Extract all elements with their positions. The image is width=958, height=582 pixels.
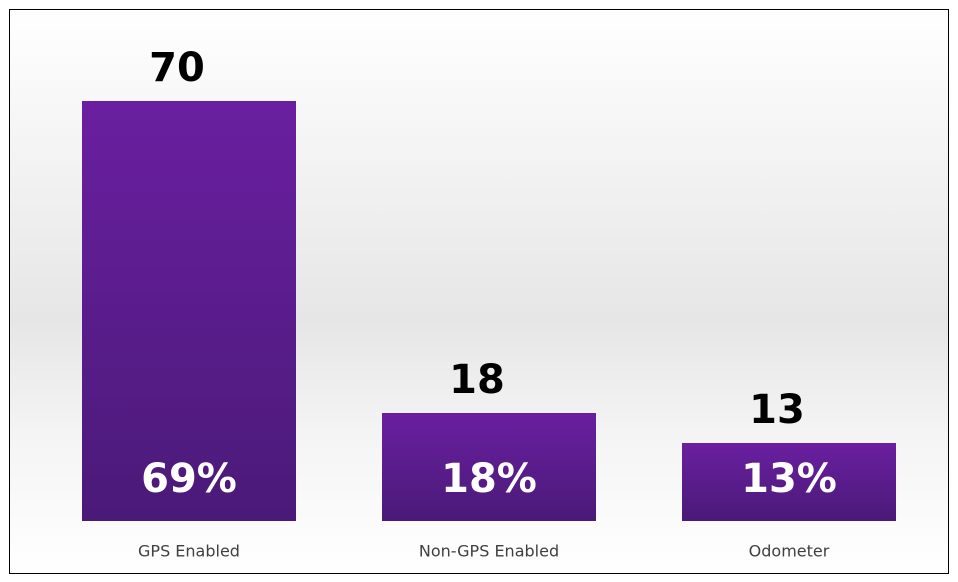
bar — [682, 443, 896, 521]
share-label: 13% — [741, 456, 837, 502]
x-tick-label: Non-GPS Enabled — [419, 542, 559, 561]
value-label: 13 — [749, 387, 805, 433]
share-label: 69% — [141, 456, 237, 502]
share-label: 18% — [441, 456, 537, 502]
x-tick-label: GPS Enabled — [138, 542, 240, 561]
value-label: 18 — [449, 357, 505, 403]
bar — [82, 101, 296, 521]
x-tick-label: Odometer — [749, 542, 830, 561]
bar — [382, 413, 596, 521]
value-label: 70 — [149, 45, 205, 91]
